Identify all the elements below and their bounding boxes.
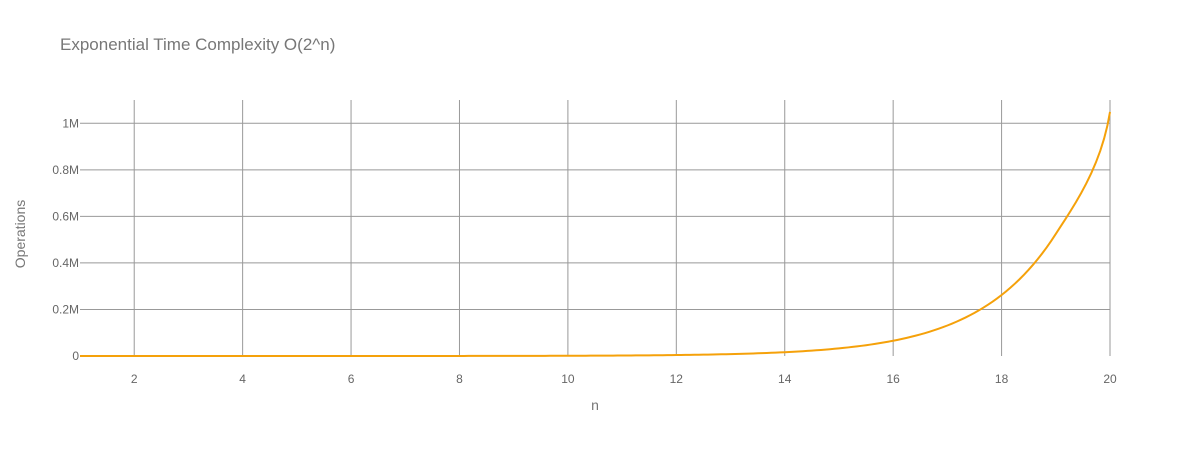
chart-title: Exponential Time Complexity O(2^n) — [60, 35, 335, 54]
y-tick-label: 0.4M — [52, 256, 79, 270]
x-tick-label: 8 — [456, 372, 463, 386]
x-tick-label: 2 — [131, 372, 138, 386]
x-tick-label: 14 — [778, 372, 792, 386]
y-tick-label: 0.6M — [52, 209, 79, 223]
series-area — [80, 111, 1111, 357]
x-axis-title: n — [591, 397, 599, 413]
y-tick-label: 0.8M — [52, 163, 79, 177]
x-tick-label: 18 — [995, 372, 1009, 386]
y-axis-title: Operations — [12, 200, 28, 268]
y-tick-label: 1M — [62, 116, 79, 130]
x-tick-label: 6 — [348, 372, 355, 386]
x-tick-label: 10 — [561, 372, 575, 386]
x-tick-label: 4 — [239, 372, 246, 386]
y-tick-label: 0 — [72, 349, 79, 363]
x-tick-label: 16 — [886, 372, 900, 386]
grid — [80, 100, 1111, 356]
tick-labels: 2 4 6 8 10 12 14 16 18 20 0 0.2M 0.4M 0.6M 0.8M 1M — [52, 116, 1117, 386]
x-tick-label: 20 — [1103, 372, 1117, 386]
x-tick-label: 12 — [670, 372, 684, 386]
series-line — [80, 111, 1111, 357]
y-tick-label: 0.2M — [52, 302, 79, 316]
